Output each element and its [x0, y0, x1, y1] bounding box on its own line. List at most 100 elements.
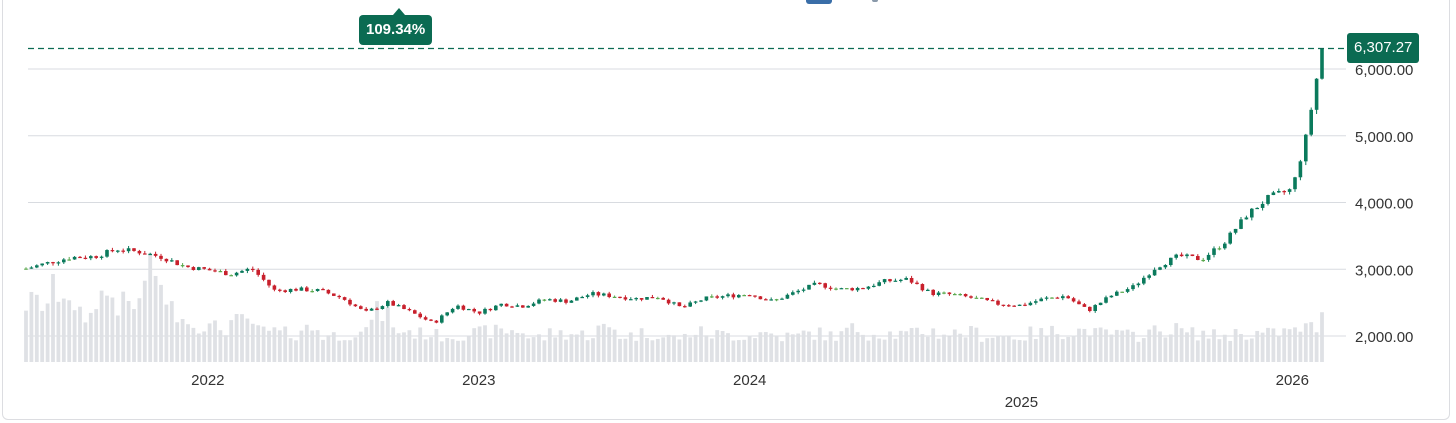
- candle-body: [51, 262, 55, 264]
- candle-body: [591, 292, 595, 296]
- candle-body: [839, 288, 844, 290]
- candle-body: [1050, 297, 1054, 299]
- volume-bar: [634, 340, 639, 362]
- candle-body: [153, 253, 158, 256]
- volume-bar: [261, 326, 266, 362]
- volume-bar: [1179, 328, 1184, 362]
- candle-body: [494, 305, 498, 311]
- candle-body: [1223, 243, 1227, 249]
- candle-body: [353, 304, 358, 307]
- candle-body: [278, 289, 282, 291]
- volume-bar: [1282, 328, 1287, 362]
- volume-bar: [990, 337, 995, 362]
- volume-bar: [785, 332, 790, 362]
- volume-bar: [1168, 334, 1173, 362]
- candle-body: [450, 308, 455, 313]
- volume-bar: [504, 333, 509, 362]
- volume-bar: [412, 338, 417, 362]
- volume-bar: [763, 332, 768, 362]
- volume-bars: [24, 253, 1324, 362]
- volume-bar: [537, 334, 541, 362]
- candle-body: [737, 295, 741, 298]
- volume-bar: [115, 315, 120, 362]
- volume-bar: [1136, 341, 1141, 362]
- volume-bar: [850, 323, 855, 362]
- candle-body: [1255, 207, 1259, 210]
- volume-bar: [1244, 339, 1249, 362]
- volume-bar: [866, 340, 871, 362]
- volume-bar: [342, 340, 347, 362]
- candle-body: [477, 311, 482, 314]
- volume-bar: [558, 330, 563, 362]
- volume-bar: [88, 312, 93, 362]
- candle-body: [483, 308, 487, 314]
- candle-body: [801, 289, 806, 291]
- candle-body: [369, 308, 374, 311]
- volume-bar: [213, 320, 217, 362]
- volume-bar: [915, 327, 919, 362]
- volume-bar: [472, 328, 477, 362]
- candle-body: [888, 279, 892, 282]
- candle-body: [1044, 297, 1049, 299]
- volume-bar: [1055, 334, 1060, 362]
- candle-body: [1304, 134, 1308, 162]
- candle-body: [807, 284, 811, 290]
- candle-body: [909, 277, 914, 283]
- volume-bar: [1195, 340, 1200, 362]
- candle-body: [1174, 254, 1178, 258]
- candle-body: [1179, 254, 1184, 257]
- volume-bar: [72, 310, 77, 362]
- candle-body: [612, 296, 617, 298]
- candle-body: [521, 305, 525, 308]
- candle-body: [656, 297, 660, 300]
- volume-bar: [234, 313, 239, 362]
- candle-body: [731, 294, 736, 298]
- volume-bar: [585, 340, 590, 362]
- volume-bar: [520, 333, 525, 362]
- y-tick-label: 3,000.00: [1355, 262, 1413, 279]
- candle-body: [391, 301, 395, 306]
- volume-bar: [591, 338, 595, 362]
- volume-bar: [1114, 329, 1119, 362]
- candle-body: [326, 289, 331, 294]
- candle-body: [105, 250, 109, 257]
- volume-bar: [159, 284, 163, 362]
- volume-bar: [40, 310, 45, 362]
- volume-bar: [812, 339, 817, 362]
- candle-body: [580, 296, 584, 299]
- candle-body: [953, 294, 957, 296]
- candle-body: [191, 267, 196, 271]
- volume-bar: [369, 319, 374, 362]
- candle-body: [294, 288, 298, 291]
- volume-bar: [1212, 329, 1216, 362]
- volume-bar: [931, 328, 936, 362]
- candle-body: [877, 282, 881, 286]
- candle-body: [24, 268, 28, 270]
- candle-body: [299, 287, 304, 291]
- volume-bar: [1271, 328, 1276, 362]
- volume-bar: [742, 339, 747, 362]
- volume-bar: [445, 337, 450, 362]
- volume-bar: [1098, 327, 1103, 362]
- candle-body: [1239, 219, 1243, 229]
- candle-body: [780, 298, 784, 300]
- candle-body: [467, 308, 471, 311]
- volume-bar: [1222, 334, 1227, 362]
- candles: [24, 48, 1324, 324]
- change-percent-badge: 109.34%: [359, 8, 433, 45]
- candle-body: [283, 290, 287, 292]
- candle-body: [413, 310, 417, 314]
- volume-bar: [423, 339, 428, 362]
- volume-bar: [299, 330, 304, 362]
- candle-body: [639, 298, 644, 300]
- candle-body: [342, 297, 347, 300]
- candle-body: [1233, 228, 1238, 233]
- candle-body: [137, 250, 142, 254]
- volume-bar: [877, 338, 882, 362]
- volume-bar: [861, 334, 865, 362]
- volume-bar: [731, 340, 736, 362]
- x-tick-label: 2026: [1276, 372, 1309, 389]
- x-tick-label: 2025: [1005, 394, 1038, 411]
